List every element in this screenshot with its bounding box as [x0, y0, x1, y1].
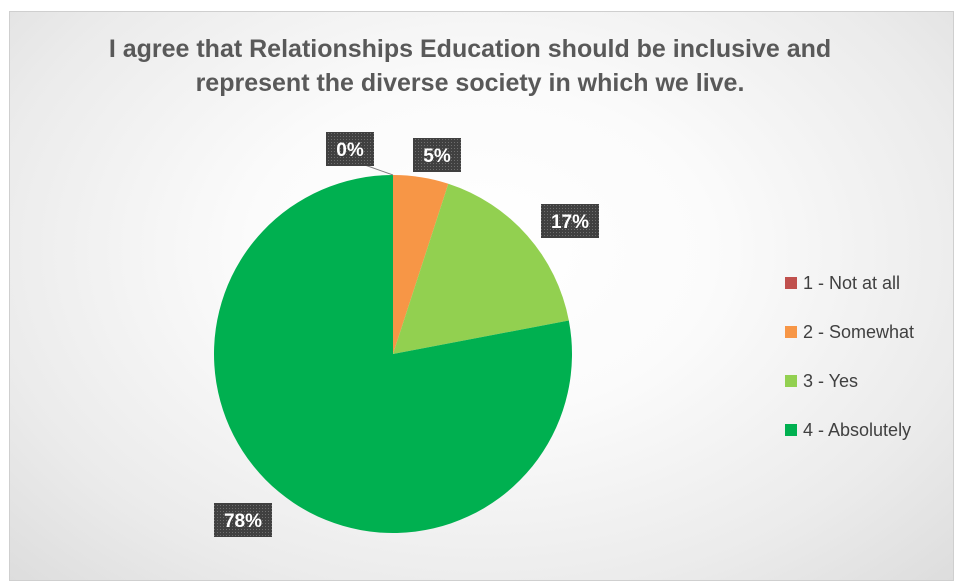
legend-item-yes: 3 - Yes: [785, 371, 914, 391]
data-label-box: [214, 503, 272, 537]
legend-swatch: [785, 277, 797, 289]
legend: 1 - Not at all 2 - Somewhat 3 - Yes 4 - …: [785, 273, 914, 469]
data-label-text: 5%: [423, 146, 451, 167]
pie-slice-4: [213, 175, 573, 533]
legend-label: 1 - Not at all: [803, 272, 901, 293]
data-label-box: [541, 204, 599, 238]
data-label-text: 78%: [224, 511, 262, 532]
legend-item-somewhat: 2 - Somewhat: [785, 322, 914, 342]
chart-title: I agree that Relationships Education sho…: [108, 35, 832, 97]
legend-item-not-at-all: 1 - Not at all: [785, 273, 914, 293]
data-label-3: 17%: [541, 204, 599, 238]
legend-swatch: [785, 424, 797, 436]
data-label-4: 78%: [214, 503, 272, 537]
legend-swatch: [785, 375, 797, 387]
data-label-text: 0%: [336, 140, 364, 161]
data-label-box: [413, 138, 461, 172]
data-label-2: 5%: [413, 138, 461, 172]
legend-item-absolutely: 4 - Absolutely: [785, 420, 914, 440]
pie-slice-2: [393, 175, 449, 354]
data-label-box: [326, 132, 374, 166]
data-label-1: 0%: [326, 132, 374, 166]
legend-label: 2 - Somewhat: [803, 321, 915, 342]
legend-label: 4 - Absolutely: [803, 419, 912, 440]
legend-swatch: [785, 326, 797, 338]
data-label-text: 17%: [551, 212, 589, 233]
pie-slice-3: [393, 183, 569, 354]
legend-label: 3 - Yes: [803, 370, 859, 391]
